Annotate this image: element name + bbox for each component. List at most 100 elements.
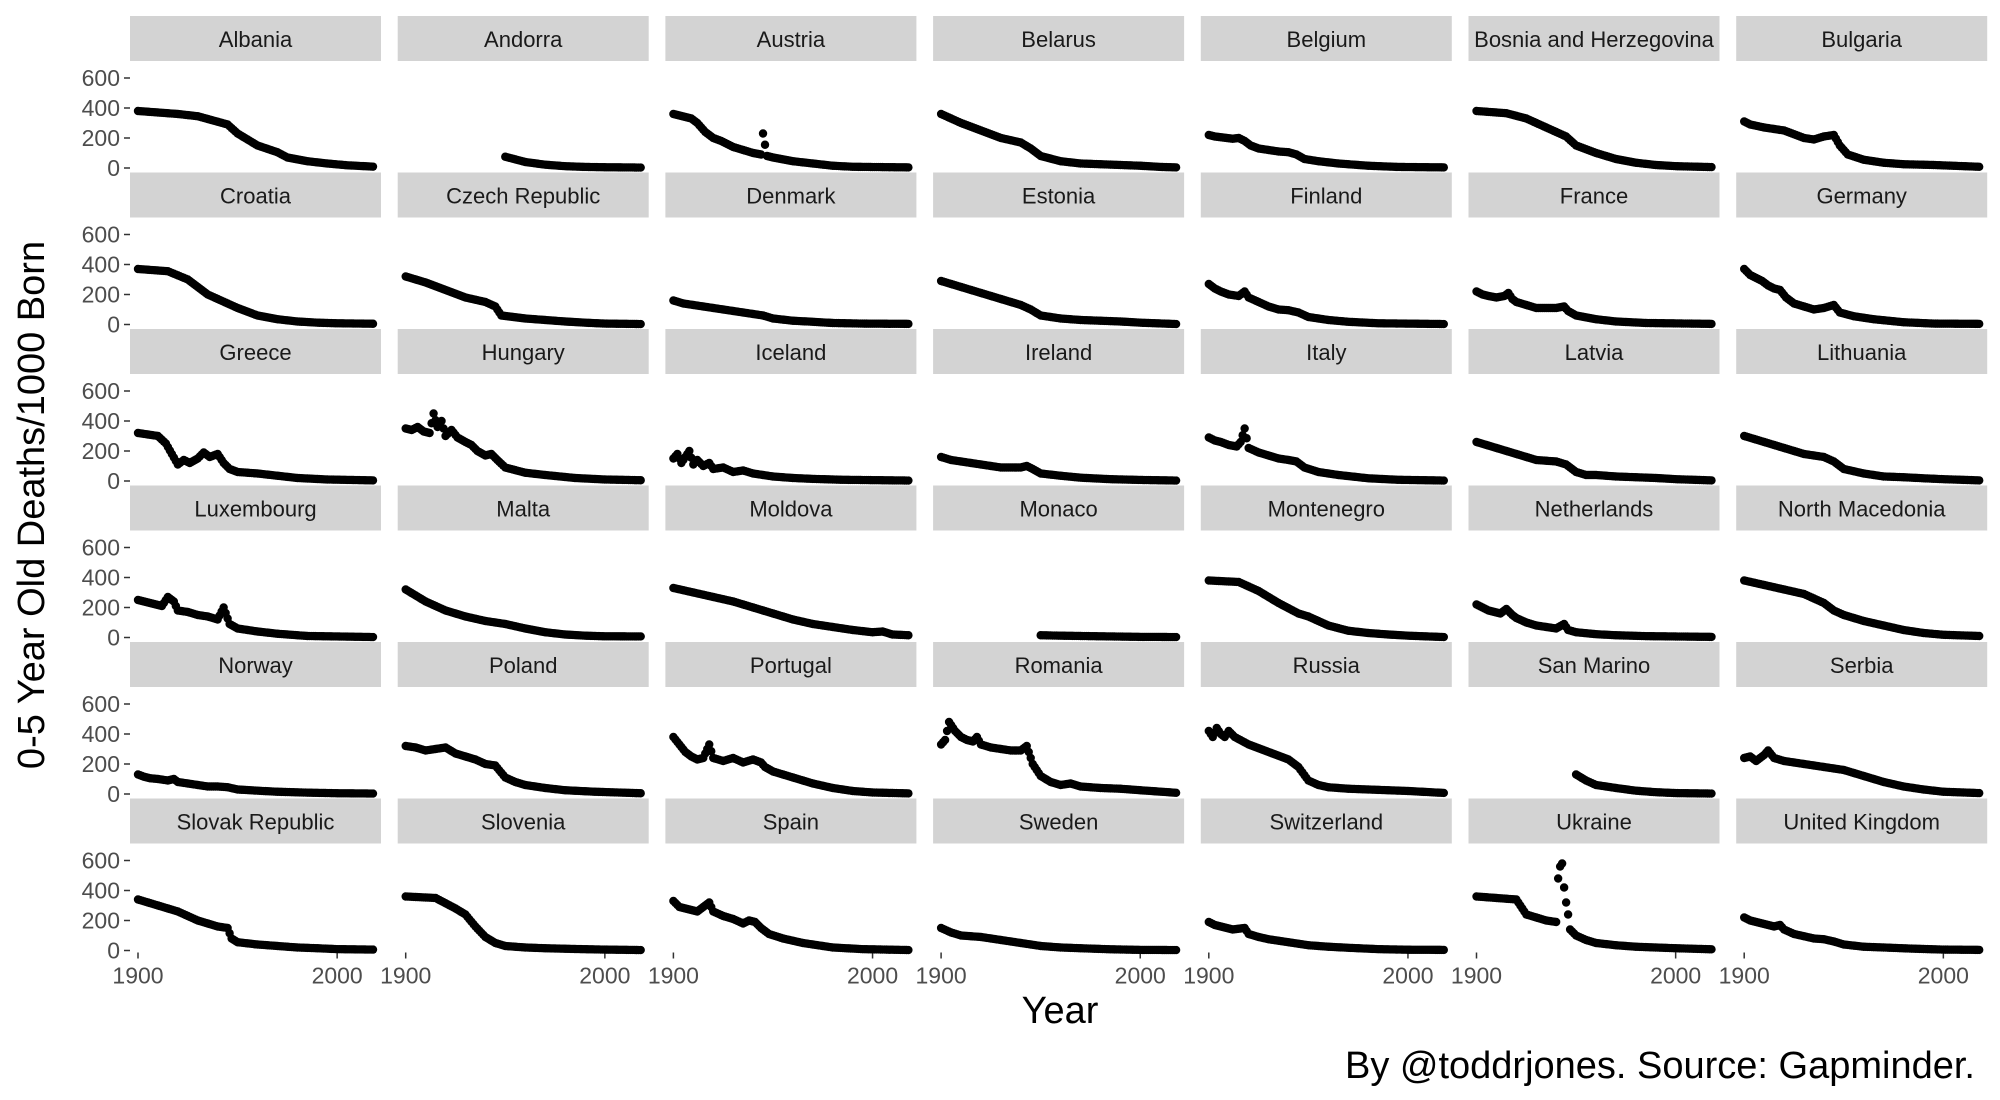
- data-point: [636, 945, 645, 955]
- panel-strip: [933, 642, 1185, 687]
- data-point: [904, 789, 913, 798]
- data-point: [1561, 898, 1571, 907]
- panel: Russia: [1200, 642, 1452, 798]
- data-point: [1236, 437, 1245, 447]
- panel-title: Croatia: [220, 184, 292, 209]
- panel: Ireland: [933, 329, 1185, 485]
- x-tick-label: 2000: [1382, 963, 1433, 989]
- panel: Bulgaria: [1736, 16, 1988, 171]
- panel-strip: [397, 329, 649, 374]
- panel: Monaco: [933, 485, 1185, 642]
- data-point: [1707, 476, 1716, 485]
- data-point: [1242, 434, 1251, 443]
- y-tick-label: 200: [82, 908, 120, 934]
- panel-strip: [1736, 798, 1988, 844]
- panel-title: Norway: [218, 653, 293, 678]
- panel: Montenegro: [1200, 485, 1452, 642]
- panel-title: Russia: [1293, 653, 1361, 678]
- data-point: [1171, 163, 1181, 172]
- panel-strip: [130, 329, 381, 374]
- panel: Germany: [1736, 172, 1988, 329]
- y-tick-label: 200: [82, 438, 120, 464]
- data-point: [707, 747, 716, 756]
- panel: Belgium: [1200, 16, 1452, 172]
- panel-title: Malta: [496, 497, 551, 522]
- x-tick-label: 1900: [1183, 963, 1234, 989]
- y-tick-label: 600: [82, 535, 120, 561]
- data-point: [1707, 319, 1716, 329]
- panel-strip: [1200, 172, 1452, 218]
- panel-strip: [1736, 329, 1988, 374]
- y-tick-label: 0: [107, 781, 120, 807]
- panel-title: Netherlands: [1535, 497, 1654, 522]
- panel-title: Iceland: [755, 340, 826, 365]
- data-point: [636, 789, 645, 798]
- panel: Belarus: [933, 16, 1185, 172]
- panel-strip: [933, 798, 1185, 844]
- panel-title: San Marino: [1538, 653, 1651, 678]
- panel: Malta: [397, 485, 649, 641]
- panel-strip: [397, 798, 649, 844]
- panel-title: Ukraine: [1556, 810, 1632, 835]
- panel: Hungary: [397, 329, 649, 485]
- panel: Czech Republic: [397, 172, 649, 329]
- data-point: [1551, 917, 1561, 927]
- panel: Finland: [1200, 172, 1452, 329]
- data-point: [705, 740, 714, 749]
- panel-title: Czech Republic: [446, 184, 600, 209]
- panel-title: Serbia: [1830, 653, 1894, 678]
- data-point: [1553, 874, 1563, 883]
- panel-title: Greece: [219, 340, 291, 365]
- panel-title: Switzerland: [1269, 810, 1383, 835]
- panel-strip: [1468, 485, 1720, 531]
- data-point: [940, 735, 950, 745]
- panel-title: Luxembourg: [194, 497, 316, 522]
- panel-strip: [665, 329, 917, 374]
- data-point: [368, 162, 378, 171]
- y-tick-label: 0: [107, 312, 120, 338]
- panel-strip: [933, 329, 1185, 374]
- panel-strip: [1468, 329, 1720, 374]
- panel-title: France: [1560, 184, 1628, 209]
- panel-title: Germany: [1816, 184, 1906, 209]
- panel-title: Ireland: [1025, 340, 1092, 365]
- data-point: [760, 140, 770, 149]
- data-point: [1439, 476, 1449, 485]
- panel-strip: [1468, 172, 1720, 218]
- data-point: [368, 476, 378, 485]
- data-point: [758, 129, 768, 138]
- panel-strip: [665, 798, 917, 844]
- panel: North Macedonia: [1736, 485, 1988, 641]
- panel-title: Poland: [489, 653, 558, 678]
- panel: Switzerland 1900 2000: [1183, 798, 1452, 989]
- panel-strip: [130, 16, 381, 61]
- y-tick-label: 400: [82, 565, 120, 591]
- data-point: [368, 632, 378, 642]
- panel-strip: [1200, 329, 1452, 374]
- panel-strip: [665, 485, 917, 531]
- y-tick-label: 400: [82, 95, 120, 121]
- panel: Austria: [665, 16, 917, 172]
- y-tick-label: 200: [82, 751, 120, 777]
- panel-strip: [1736, 485, 1988, 531]
- data-point: [1563, 910, 1573, 919]
- data-point: [425, 428, 434, 438]
- y-tick-label: 600: [82, 848, 120, 874]
- x-tick-label: 2000: [312, 963, 363, 989]
- panel-strip: [130, 172, 381, 218]
- x-tick-label: 2000: [847, 963, 898, 989]
- panel-title: Slovak Republic: [177, 810, 335, 835]
- panel-strip: [1468, 16, 1720, 61]
- x-tick-label: 1900: [648, 963, 699, 989]
- y-tick-label: 200: [82, 125, 120, 151]
- panel-strip: [1736, 642, 1988, 687]
- data-point: [1707, 632, 1716, 642]
- x-tick-label: 2000: [1650, 963, 1701, 989]
- data-point: [429, 409, 438, 418]
- data-point: [368, 319, 378, 328]
- panel-strip: [1200, 16, 1452, 61]
- panel: Poland: [397, 642, 649, 798]
